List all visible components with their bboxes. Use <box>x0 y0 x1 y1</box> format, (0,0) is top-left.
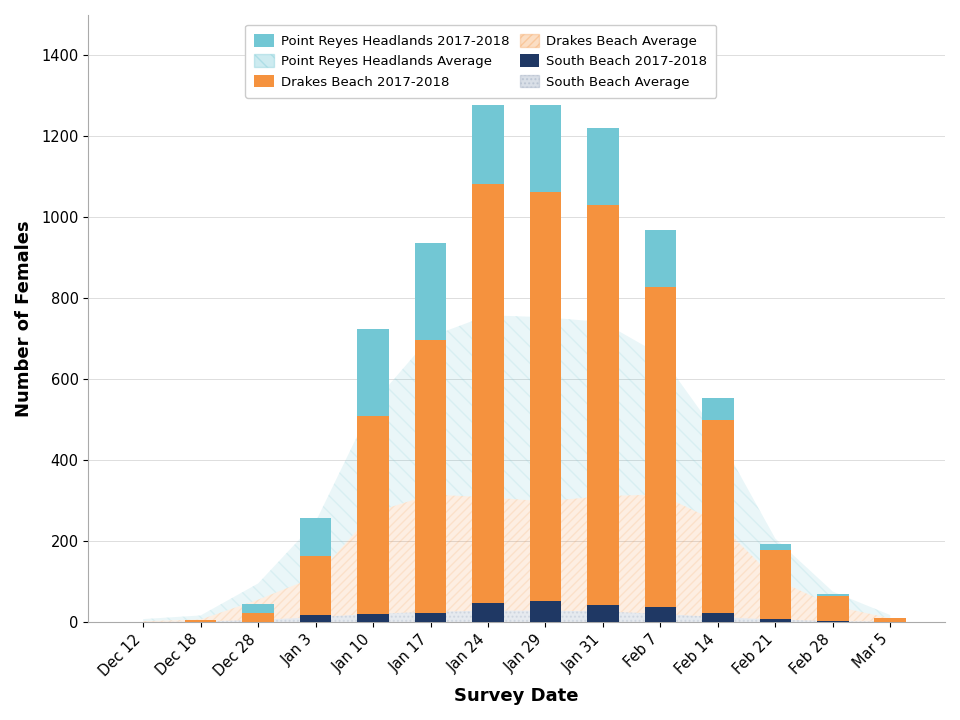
Bar <box>415 340 446 613</box>
Bar <box>702 613 733 622</box>
Bar <box>759 550 791 618</box>
Bar <box>530 192 562 601</box>
Y-axis label: Number of Females: Number of Females <box>15 220 33 417</box>
Bar <box>702 397 733 420</box>
Bar <box>817 596 849 621</box>
Bar <box>300 615 331 622</box>
Bar <box>300 556 331 615</box>
Bar <box>817 594 849 596</box>
Bar <box>644 230 676 287</box>
Bar <box>242 604 274 613</box>
Bar <box>185 620 216 622</box>
Bar <box>588 128 619 205</box>
Bar <box>702 420 733 613</box>
Bar <box>472 105 504 184</box>
Bar <box>530 105 562 192</box>
Bar <box>415 243 446 340</box>
Bar <box>588 205 619 605</box>
Bar <box>472 603 504 622</box>
Bar <box>759 544 791 550</box>
Bar <box>875 618 906 622</box>
Bar <box>472 184 504 603</box>
Bar <box>530 601 562 622</box>
Bar <box>817 621 849 622</box>
Bar <box>644 606 676 622</box>
Bar <box>644 287 676 606</box>
Bar <box>357 614 389 622</box>
Bar <box>759 618 791 622</box>
Bar <box>300 518 331 556</box>
X-axis label: Survey Date: Survey Date <box>454 687 579 705</box>
Bar <box>357 328 389 415</box>
Bar <box>415 613 446 622</box>
Legend: Point Reyes Headlands 2017-2018, Point Reyes Headlands Average, Drakes Beach 201: Point Reyes Headlands 2017-2018, Point R… <box>245 24 716 98</box>
Bar <box>357 415 389 614</box>
Bar <box>588 605 619 622</box>
Bar <box>242 613 274 622</box>
